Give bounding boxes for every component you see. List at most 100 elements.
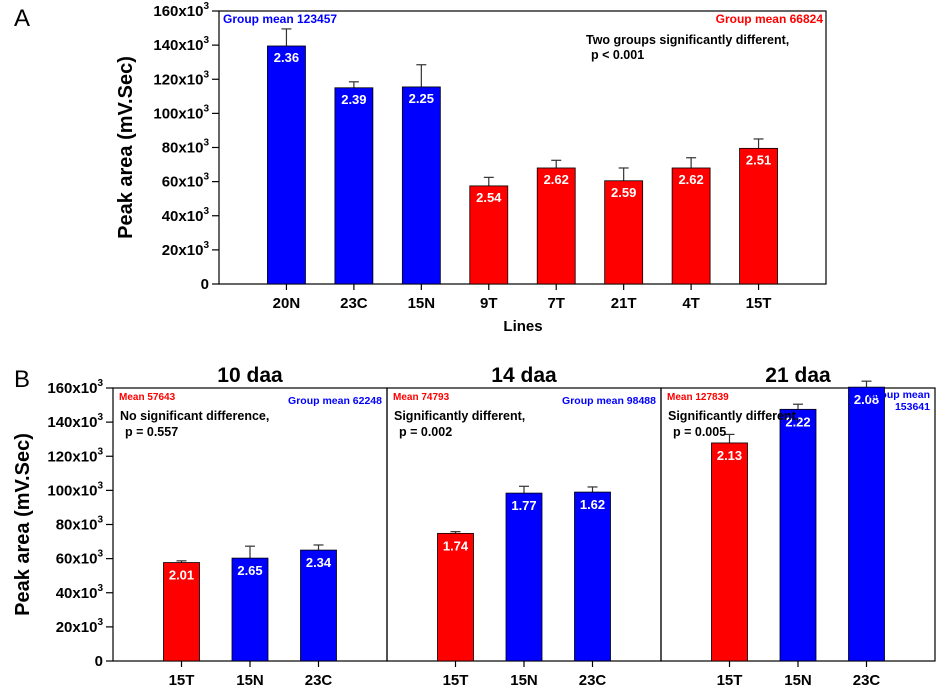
significance-note-b-line2: p = 0.557 <box>125 425 178 439</box>
bar-a-15T <box>739 147 778 285</box>
bar-b-23C <box>300 549 337 662</box>
data-label-b: 2.65 <box>237 563 262 578</box>
y-tick-label-a-exponent: 3 <box>203 69 209 80</box>
y-tick-label-a: 140x103 <box>153 35 209 54</box>
y-tick-label-b-exponent: 3 <box>97 617 103 628</box>
data-label-a: 2.36 <box>274 50 299 65</box>
group-mean-right-b: Group mean 98488 <box>562 395 656 407</box>
y-tick-label-b: 120x103 <box>47 446 103 465</box>
data-label-b: 2.22 <box>785 414 810 429</box>
y-tick-label-a-base: 80x10 <box>162 140 204 157</box>
bar-b-15N <box>779 408 817 662</box>
data-label-a: 2.62 <box>678 172 703 187</box>
x-tick-label-a: 23C <box>340 295 368 312</box>
x-tick-label-b: 23C <box>305 672 333 688</box>
bar-a-15N <box>401 86 441 285</box>
y-tick-label-b-exponent: 3 <box>97 446 103 457</box>
y-tick-label-a-exponent: 3 <box>203 103 209 114</box>
panel-b: B020x10340x10360x10380x103100x103120x103… <box>12 364 936 688</box>
y-tick-label-b-base: 120x10 <box>47 448 97 465</box>
bar-a-7T <box>536 167 576 285</box>
y-tick-label-b: 60x103 <box>56 549 104 568</box>
data-label-a: 2.25 <box>409 91 434 106</box>
y-tick-label-a: 100x103 <box>153 103 209 122</box>
subpanel-title: 14 daa <box>491 364 557 387</box>
x-tick-label-a: 20N <box>273 295 301 312</box>
bar-b-15N <box>231 557 269 662</box>
mean-left-b: Mean 74793 <box>393 392 450 403</box>
y-tick-label-a: 160x103 <box>153 1 209 20</box>
x-tick-label-a: 15N <box>408 295 436 312</box>
y-tick-label-a-base: 100x10 <box>153 105 203 122</box>
data-label-b: 1.77 <box>511 498 536 513</box>
y-axis-title-b: Peak area (mV.Sec) <box>12 433 34 616</box>
y-tick-label-a-base: 40x10 <box>162 208 204 225</box>
y-tick-label-a-base: 60x10 <box>162 174 204 191</box>
bar-a-4T <box>671 167 711 285</box>
x-tick-label-b: 15T <box>443 672 469 688</box>
y-tick-label-a: 80x103 <box>162 138 210 157</box>
y-tick-label-b-exponent: 3 <box>97 378 103 389</box>
x-tick-label-b: 15N <box>510 672 538 688</box>
group-mean-right-a: Group mean 66824 <box>716 12 824 26</box>
data-label-b: 2.13 <box>717 448 742 463</box>
x-tick-label-a: 9T <box>480 295 498 312</box>
y-tick-label-a: 20x103 <box>162 240 210 259</box>
y-tick-label-a-base: 20x10 <box>162 242 204 259</box>
x-tick-label-b: 23C <box>853 672 881 688</box>
y-tick-label-b-exponent: 3 <box>97 515 103 526</box>
x-tick-label-a: 15T <box>746 295 772 312</box>
bar-b-15T <box>711 442 748 662</box>
bar-a-9T <box>469 185 509 285</box>
y-tick-label-b: 20x103 <box>56 617 104 636</box>
y-tick-label-b-exponent: 3 <box>97 480 103 491</box>
y-tick-label-b: 100x103 <box>47 480 103 499</box>
y-tick-label-b-base: 60x10 <box>56 551 98 568</box>
panel-letter-a: A <box>14 5 30 32</box>
bar-a-23C <box>334 87 374 285</box>
y-tick-label-b-base: 160x10 <box>47 380 97 397</box>
y-tick-label-b: 140x103 <box>47 412 103 431</box>
x-tick-label-a: 4T <box>682 295 700 312</box>
group-mean-right-b: Group mean 62248 <box>288 395 382 407</box>
y-tick-label-a: 0 <box>201 276 209 293</box>
data-label-a: 2.39 <box>341 92 366 107</box>
y-tick-label-a-base: 120x10 <box>153 71 203 88</box>
significance-note-b-line1: Significantly different, <box>394 409 525 423</box>
panel-letter-b: B <box>14 366 30 393</box>
significance-note-a-line1: Two groups significantly different, <box>586 33 789 47</box>
data-label-b: 2.34 <box>306 555 332 570</box>
significance-note-b-line1: Significantly different, <box>668 409 799 423</box>
y-tick-label-a: 120x103 <box>153 69 209 88</box>
x-tick-label-b: 23C <box>579 672 607 688</box>
y-tick-label-a-base: 140x10 <box>153 37 203 54</box>
bar-b-15T <box>437 532 474 662</box>
x-tick-label-b: 15N <box>236 672 264 688</box>
y-tick-label-b-exponent: 3 <box>97 412 103 423</box>
x-axis-title-a: Lines <box>503 318 542 335</box>
y-tick-label-b-base: 0 <box>95 653 103 670</box>
y-tick-label-b-base: 140x10 <box>47 414 97 431</box>
y-tick-label-a-exponent: 3 <box>203 172 209 183</box>
y-tick-label-b-base: 100x10 <box>47 482 97 499</box>
data-label-a: 2.51 <box>746 152 771 167</box>
bar-b-23C <box>848 386 885 662</box>
x-tick-label-a: 21T <box>611 295 637 312</box>
y-tick-label-a-exponent: 3 <box>203 206 209 217</box>
y-tick-label-a-exponent: 3 <box>203 1 209 12</box>
significance-note-b-line2: p = 0.005 <box>673 425 726 439</box>
mean-left-b: Mean 57643 <box>119 392 176 403</box>
bar-a-20N <box>267 45 306 285</box>
y-axis-title-a: Peak area (mV.Sec) <box>115 56 137 239</box>
significance-note-a-line2: p < 0.001 <box>591 48 644 62</box>
group-mean-right-b-line2: 153641 <box>895 401 930 413</box>
y-tick-label-b: 80x103 <box>56 515 104 534</box>
subpanel-title: 10 daa <box>217 364 283 387</box>
y-tick-label-a-exponent: 3 <box>203 138 209 149</box>
y-tick-label-b-base: 40x10 <box>56 585 98 602</box>
y-tick-label-a-exponent: 3 <box>203 240 209 251</box>
data-label-a: 2.62 <box>544 172 569 187</box>
subpanel-14-daa: 14 daa 1.74 15T 1.77 15N 1.62 23C Mean 74793 Gro… <box>386 364 662 688</box>
data-label-b: 1.62 <box>580 497 605 512</box>
x-tick-label-a: 7T <box>547 295 565 312</box>
